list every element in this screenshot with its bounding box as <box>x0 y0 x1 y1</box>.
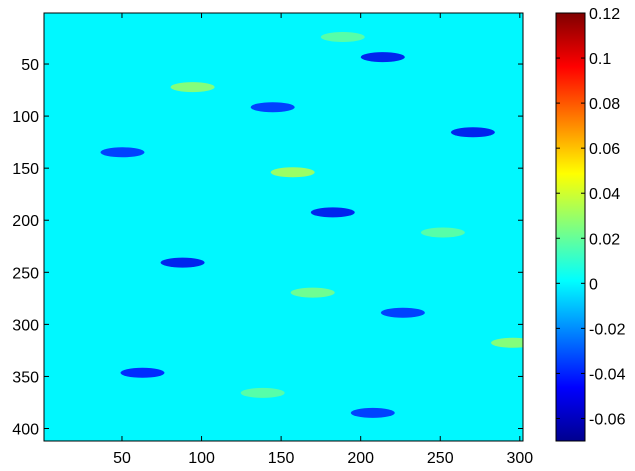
colorbar-tick-label: 0 <box>589 276 598 293</box>
heatmap-background <box>44 13 523 441</box>
heatmap-feature <box>360 52 405 63</box>
colorbar <box>555 12 586 442</box>
x-axis: 50 100 150 200 250 300 <box>113 13 533 467</box>
x-tick-label: 50 <box>113 450 131 467</box>
heatmap-features <box>100 32 523 418</box>
colorbar-tick-label: 0.12 <box>589 6 620 23</box>
heatmap-feature <box>350 407 395 418</box>
colorbar-tick-label: 0.06 <box>589 141 620 158</box>
x-tick-label: 100 <box>188 450 215 467</box>
colorbar-tick-label: 0.02 <box>589 231 620 248</box>
colorbar-axis: -0.06 -0.04 -0.02 0 0.02 0.04 0.06 0.08 0.1 0.12 <box>556 6 626 428</box>
heatmap-feature <box>170 82 215 93</box>
y-tick-label: 100 <box>12 109 39 126</box>
heatmap-feature <box>100 147 145 158</box>
colorbar-tick-label: 0.04 <box>589 186 620 203</box>
y-tick-label: 150 <box>12 161 39 178</box>
heatmap-feature <box>250 102 295 113</box>
y-tick-label: 400 <box>12 422 39 439</box>
heatmap-feature <box>120 367 165 378</box>
y-tick-label: 50 <box>21 57 39 74</box>
heatmap-feature <box>290 287 335 298</box>
colorbar-tick-label: -0.02 <box>589 321 626 338</box>
y-tick-label: 350 <box>12 369 39 386</box>
heatmap-feature <box>240 387 285 398</box>
heatmap-feature <box>270 167 315 178</box>
heatmap-feature <box>310 207 355 218</box>
x-tick-label: 300 <box>506 450 533 467</box>
heatmap-feature <box>491 337 523 348</box>
heatmap-feature <box>450 127 495 138</box>
colorbar-tick-label: -0.06 <box>589 411 626 428</box>
y-tick-label: 300 <box>12 317 39 334</box>
colorbar-tick-label: 0.1 <box>589 51 611 68</box>
x-tick-label: 250 <box>427 450 454 467</box>
heatmap-feature <box>320 32 365 42</box>
y-tick-label: 200 <box>12 213 39 230</box>
heatmap-feature <box>380 307 425 318</box>
x-tick-label: 200 <box>347 450 374 467</box>
y-tick-label: 250 <box>12 265 39 282</box>
y-axis: 50 100 150 200 250 300 350 400 <box>12 57 523 439</box>
heatmap-feature <box>160 257 205 268</box>
plot-frame <box>43 12 524 442</box>
colorbar-tick-label: -0.04 <box>589 366 626 383</box>
heatmap-feature <box>420 227 465 238</box>
colorbar-tick-label: 0.08 <box>589 96 620 113</box>
x-tick-label: 150 <box>268 450 295 467</box>
